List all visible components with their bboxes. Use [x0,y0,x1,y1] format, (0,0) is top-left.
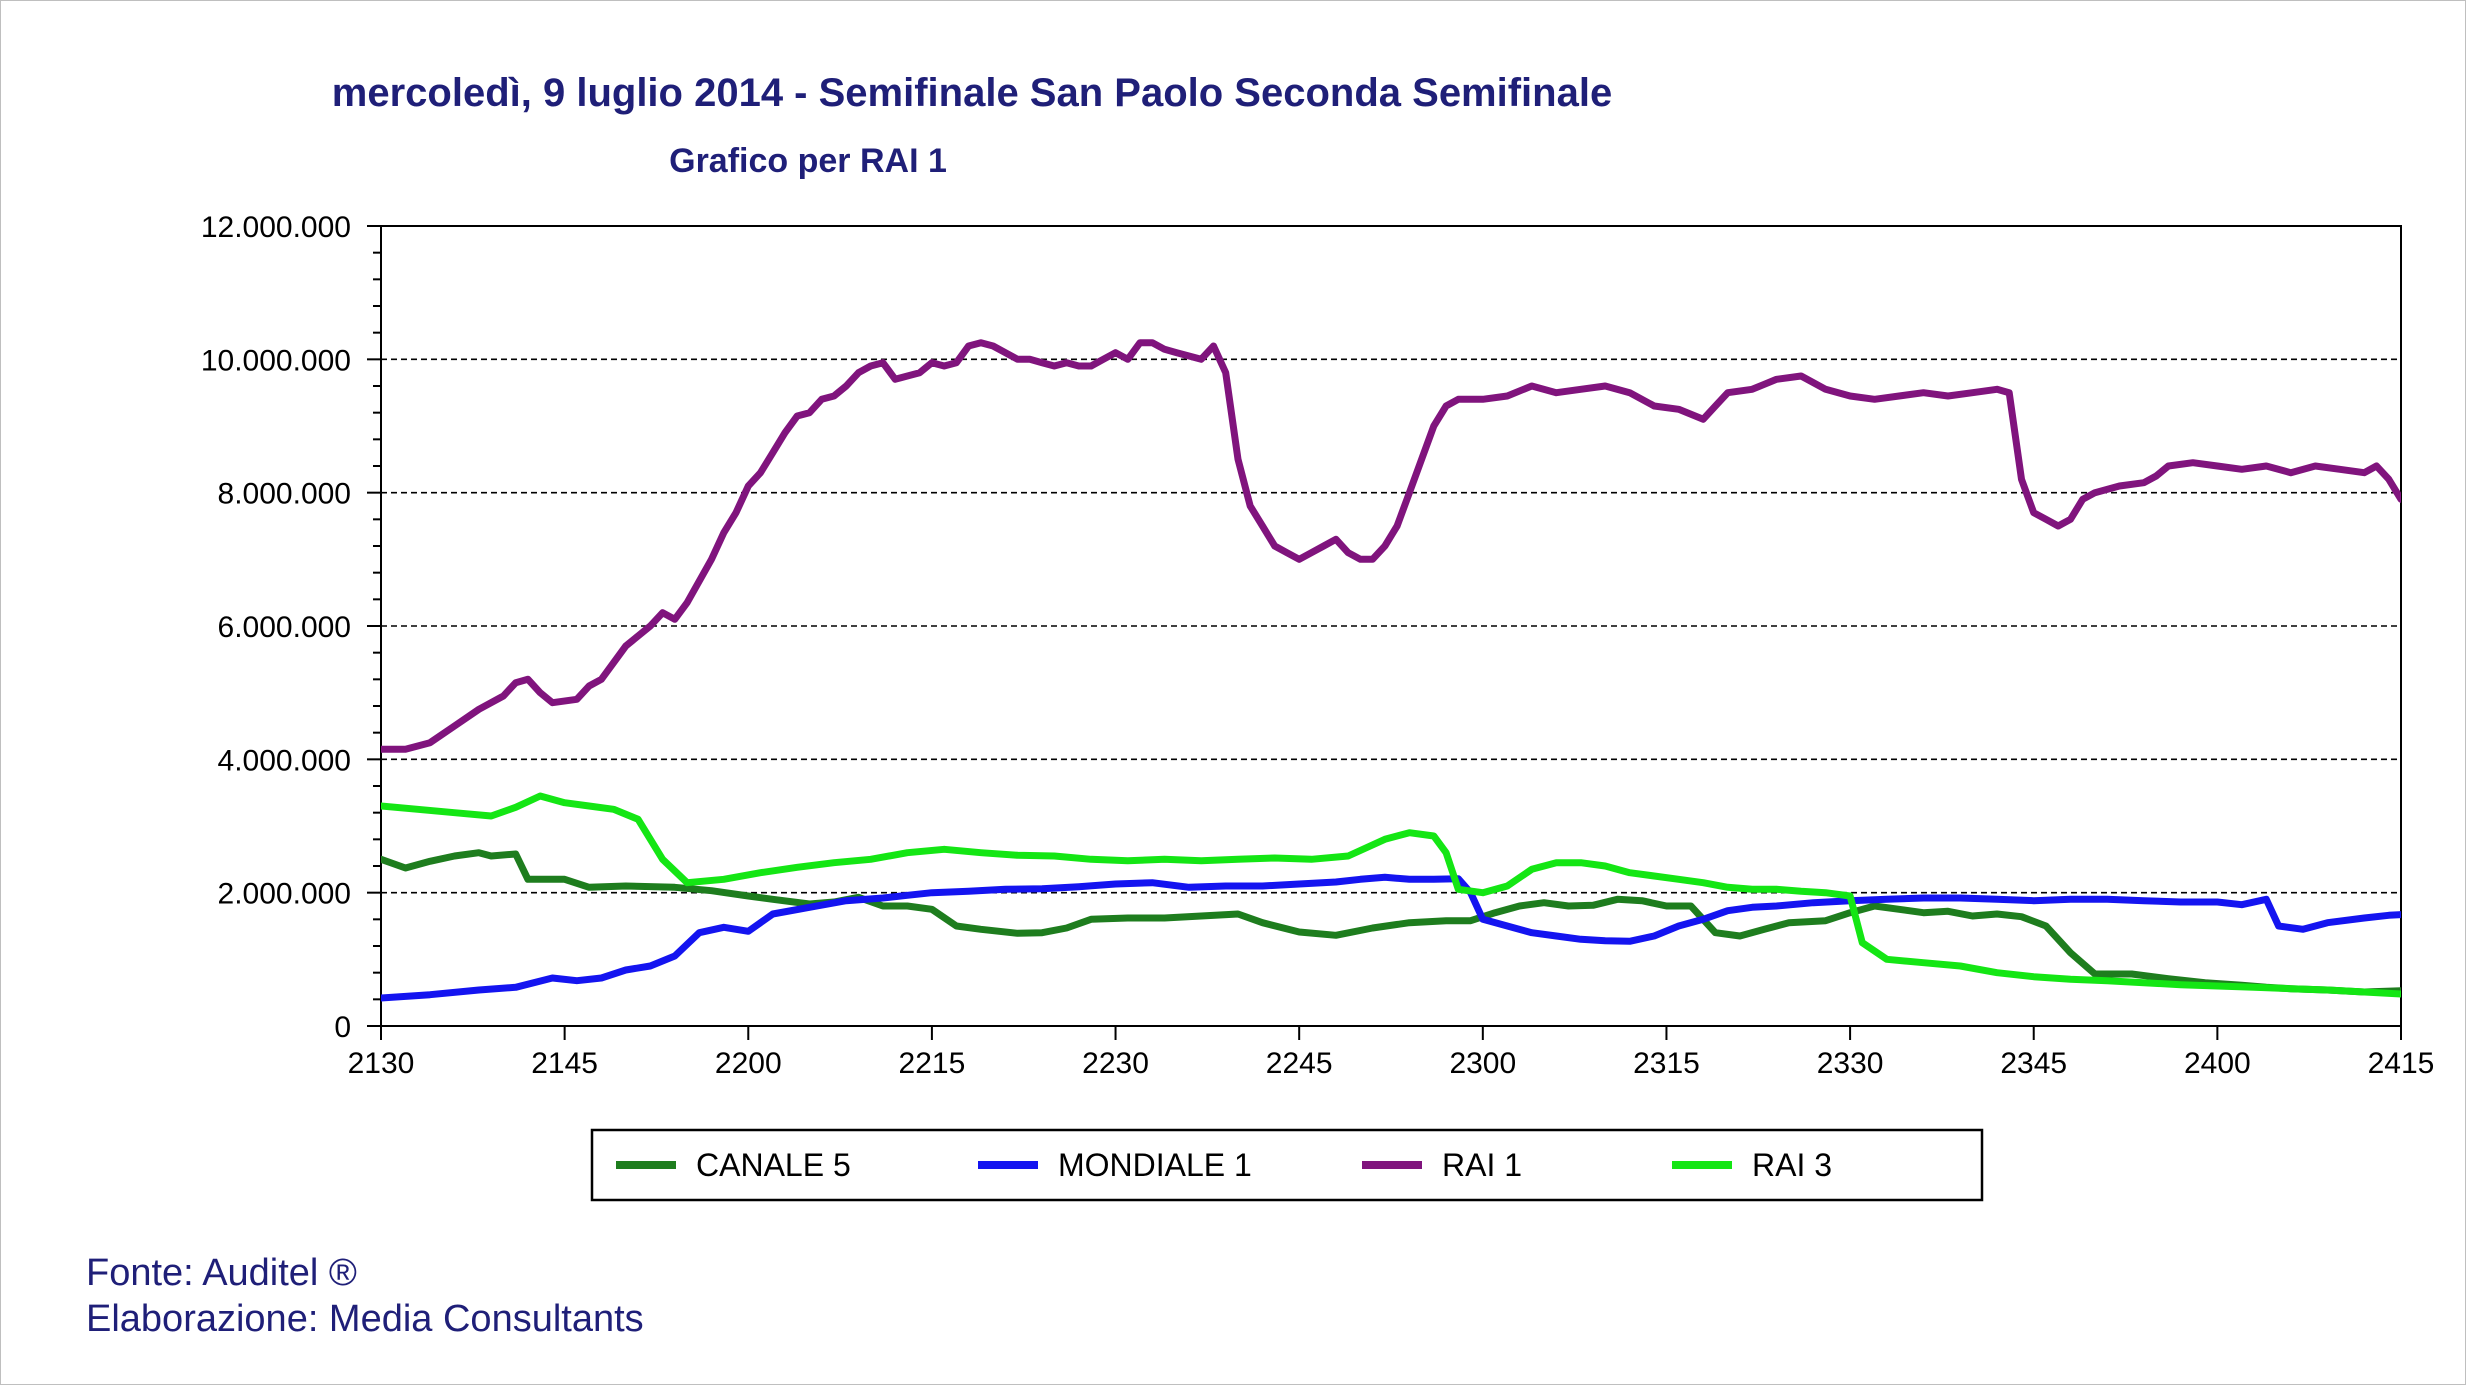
y-tick-label: 2.000.000 [218,878,351,911]
series-line-rai-1 [381,339,2401,753]
grid-lines [381,358,2401,894]
x-tick-label: 2145 [531,1047,598,1080]
y-tick-label: 6.000.000 [218,611,351,644]
x-tick-label: 2315 [1633,1047,1700,1080]
legend-label: RAI 1 [1442,1147,1522,1183]
y-tick-label: 8.000.000 [218,478,351,511]
series-line-mondiale-1 [381,873,2401,1002]
axes: 0 2.000.000 4.000.000 6.000.000 8.000.000 10.… [201,211,2435,1080]
chart-title: mercoledì, 9 luglio 2014 - Semifinale Sa… [332,71,1612,115]
x-tick-label: 2230 [1082,1047,1149,1080]
x-tick-label: 2200 [715,1047,782,1080]
footer-processing: Elaborazione: Media Consultants [86,1298,644,1340]
y-tick-label: 0 [334,1011,351,1044]
legend-box [590,1128,1984,1202]
series-line-canale-5 [381,849,2401,996]
legend: CANALE 5 MONDIALE 1 RAI 1 RAI 3 [590,1128,1984,1202]
series-line-rai-3 [381,792,2401,998]
x-tick-label: 2300 [1449,1047,1516,1080]
x-tick-label: 2215 [899,1047,966,1080]
x-tick-label: 2330 [1817,1047,1884,1080]
x-tick-label: 2415 [2368,1047,2435,1080]
y-tick-label: 4.000.000 [218,744,351,777]
footer-source: Fonte: Auditel ® [86,1252,357,1294]
y-tick-label: 10.000.000 [201,344,351,377]
legend-label: RAI 3 [1752,1147,1832,1183]
y-tick-label: 12.000.000 [201,211,351,244]
chart-subtitle: Grafico per RAI 1 [669,142,947,180]
x-tick-label: 2130 [348,1047,415,1080]
legend-label: MONDIALE 1 [1058,1147,1252,1183]
x-tick-label: 2345 [2000,1047,2067,1080]
x-tick-label: 2400 [2184,1047,2251,1080]
x-tick-label: 2245 [1266,1047,1333,1080]
legend-label: CANALE 5 [696,1147,851,1183]
series-lines [381,339,2401,1002]
